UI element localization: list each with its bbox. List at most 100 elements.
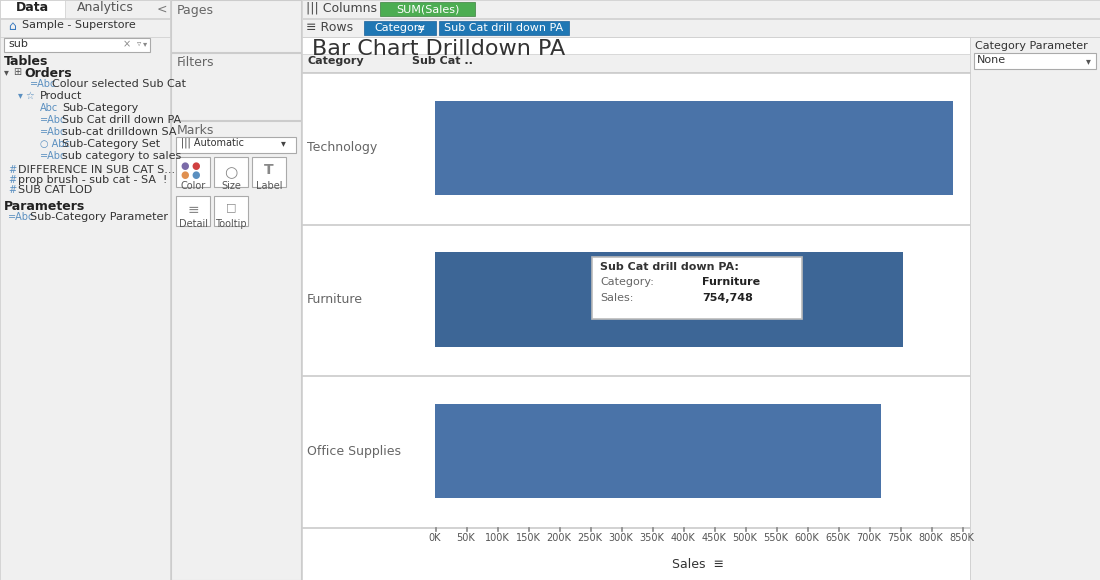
Text: Orders: Orders bbox=[24, 67, 72, 80]
Text: Size: Size bbox=[221, 181, 241, 191]
Text: sub category to sales: sub category to sales bbox=[62, 151, 182, 161]
Text: =Abc: =Abc bbox=[30, 79, 56, 89]
Text: Product: Product bbox=[40, 91, 82, 101]
Text: ●: ● bbox=[180, 170, 188, 180]
Bar bbox=[302, 527, 970, 528]
Bar bbox=[0, 0, 170, 18]
Text: 650K: 650K bbox=[826, 533, 850, 543]
Bar bbox=[0, 0, 65, 18]
Text: =Abc: =Abc bbox=[40, 151, 66, 161]
Text: Marks: Marks bbox=[177, 124, 214, 137]
Bar bbox=[170, 53, 301, 120]
Text: Sales  ≡: Sales ≡ bbox=[672, 558, 725, 571]
Bar bbox=[170, 0, 301, 52]
Text: sub: sub bbox=[8, 39, 28, 49]
Bar bbox=[0, 0, 170, 580]
Text: ≡: ≡ bbox=[417, 23, 425, 33]
Text: 850K: 850K bbox=[949, 533, 975, 543]
Text: 500K: 500K bbox=[733, 533, 758, 543]
Text: Sub-Category: Sub-Category bbox=[62, 103, 139, 113]
Bar bbox=[252, 157, 286, 187]
Text: ▾: ▾ bbox=[280, 138, 286, 148]
Text: Sub Cat drill down PA: Sub Cat drill down PA bbox=[444, 23, 563, 33]
Text: 0K: 0K bbox=[429, 533, 441, 543]
Text: prop brush - sub cat - SA  !: prop brush - sub cat - SA ! bbox=[18, 175, 167, 185]
Text: Sample - Superstore: Sample - Superstore bbox=[22, 20, 135, 30]
Bar bbox=[214, 157, 248, 187]
Text: Detail: Detail bbox=[178, 219, 208, 229]
Bar bbox=[0, 19, 170, 37]
Text: 50K: 50K bbox=[456, 533, 475, 543]
Text: Color: Color bbox=[180, 181, 206, 191]
Bar bbox=[302, 19, 1100, 37]
Text: Analytics: Analytics bbox=[77, 1, 133, 14]
Text: Parameters: Parameters bbox=[4, 200, 86, 213]
Bar bbox=[302, 72, 970, 73]
Text: 300K: 300K bbox=[608, 533, 634, 543]
Text: ⌂: ⌂ bbox=[8, 20, 15, 33]
Bar bbox=[970, 37, 1100, 580]
Bar bbox=[974, 53, 1096, 69]
Text: Furniture: Furniture bbox=[307, 293, 363, 306]
Text: Sub-Category Parameter: Sub-Category Parameter bbox=[30, 212, 168, 222]
Text: T: T bbox=[264, 163, 274, 177]
Bar bbox=[434, 404, 881, 498]
Text: Sales:: Sales: bbox=[600, 293, 634, 303]
Text: ●: ● bbox=[191, 170, 199, 180]
Text: 700K: 700K bbox=[857, 533, 881, 543]
Text: =Abc: =Abc bbox=[40, 127, 66, 137]
Text: ||| Automatic: ||| Automatic bbox=[182, 138, 244, 148]
Text: Data: Data bbox=[15, 1, 48, 14]
Text: ●: ● bbox=[191, 161, 199, 171]
Text: 750K: 750K bbox=[888, 533, 913, 543]
Text: Category:: Category: bbox=[600, 277, 653, 287]
Text: 400K: 400K bbox=[671, 533, 695, 543]
Text: Sub Cat drill down PA:: Sub Cat drill down PA: bbox=[600, 262, 739, 272]
Text: 600K: 600K bbox=[794, 533, 820, 543]
Bar bbox=[364, 21, 436, 35]
Text: Tables: Tables bbox=[4, 55, 48, 68]
Bar bbox=[379, 2, 475, 16]
Bar bbox=[302, 54, 970, 72]
Text: 150K: 150K bbox=[516, 533, 540, 543]
Text: None: None bbox=[977, 55, 1007, 65]
Text: Furniture: Furniture bbox=[702, 277, 760, 287]
Text: 350K: 350K bbox=[639, 533, 664, 543]
Text: ||| Columns: ||| Columns bbox=[306, 2, 377, 15]
Text: sub-cat drilldown SA: sub-cat drilldown SA bbox=[62, 127, 176, 137]
Text: =Abc: =Abc bbox=[8, 212, 34, 222]
Text: Tooltip: Tooltip bbox=[216, 219, 246, 229]
Text: <: < bbox=[156, 3, 167, 16]
Text: 250K: 250K bbox=[578, 533, 603, 543]
Text: ≡ Rows: ≡ Rows bbox=[306, 21, 353, 34]
Bar bbox=[176, 137, 296, 153]
Text: 200K: 200K bbox=[547, 533, 571, 543]
Text: ▿: ▿ bbox=[138, 39, 141, 48]
Text: Abc: Abc bbox=[40, 103, 58, 113]
Bar bbox=[434, 252, 903, 346]
Text: ○ Abc: ○ Abc bbox=[40, 139, 70, 149]
Text: 100K: 100K bbox=[485, 533, 509, 543]
Bar bbox=[176, 157, 210, 187]
Text: ○: ○ bbox=[224, 165, 238, 180]
Bar bbox=[302, 0, 1100, 18]
Text: 754,748: 754,748 bbox=[702, 293, 752, 303]
Text: ▾: ▾ bbox=[1086, 56, 1091, 66]
Text: Sub Cat ..: Sub Cat .. bbox=[412, 56, 473, 66]
Text: Filters: Filters bbox=[177, 56, 214, 69]
Bar bbox=[439, 21, 569, 35]
Text: Technology: Technology bbox=[307, 142, 377, 154]
Text: ▾: ▾ bbox=[143, 39, 147, 48]
Text: □: □ bbox=[226, 202, 236, 212]
Text: Label: Label bbox=[255, 181, 283, 191]
Bar bbox=[302, 37, 970, 580]
Text: 550K: 550K bbox=[763, 533, 789, 543]
Text: SUM(Sales): SUM(Sales) bbox=[396, 4, 460, 14]
Text: Sub Cat drill down PA: Sub Cat drill down PA bbox=[62, 115, 182, 125]
Text: Category: Category bbox=[374, 23, 426, 33]
Text: =Abc: =Abc bbox=[40, 115, 66, 125]
Bar bbox=[170, 0, 301, 580]
Text: #: # bbox=[8, 185, 16, 195]
Bar bbox=[176, 196, 210, 226]
Text: Pages: Pages bbox=[177, 4, 214, 17]
